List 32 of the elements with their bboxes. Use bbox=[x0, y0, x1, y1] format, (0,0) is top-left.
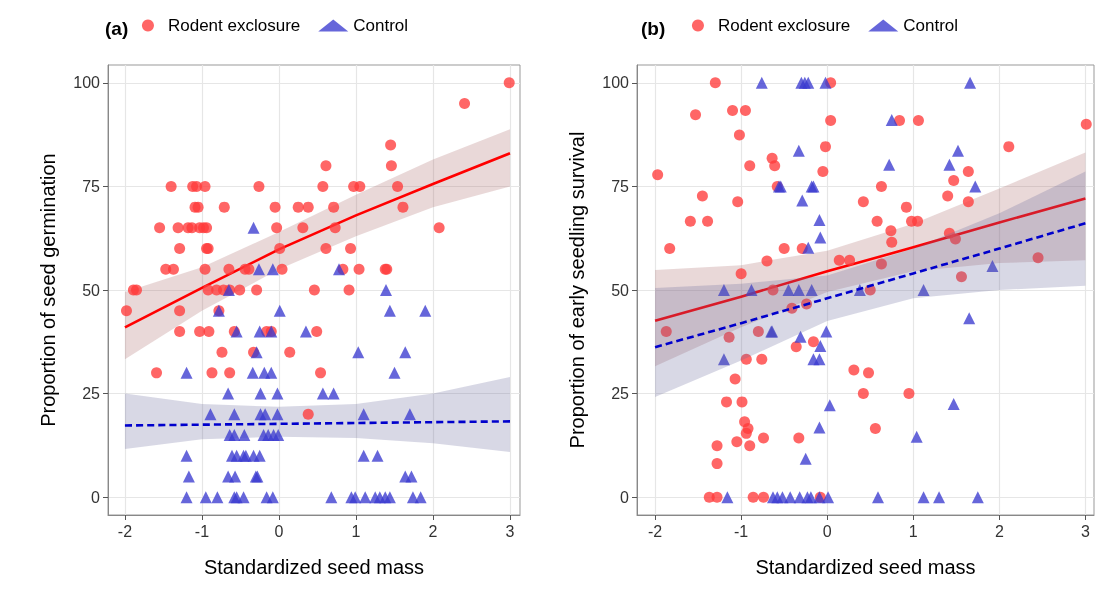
y-tick-label: 100 bbox=[73, 74, 101, 92]
y-tick-label: 100 bbox=[602, 74, 630, 92]
x-tick-label: 3 bbox=[505, 522, 515, 540]
y-tick-label: 25 bbox=[611, 385, 630, 403]
y-axis-title: Proportion of early seedling survival bbox=[566, 131, 588, 449]
chart-title: (a) bbox=[105, 18, 129, 39]
y-axis-title: Proportion of seed germination bbox=[37, 153, 59, 427]
x-tick-label: -2 bbox=[117, 522, 133, 540]
y-tick-label: 0 bbox=[91, 488, 101, 506]
y-tick-label: 75 bbox=[82, 177, 101, 195]
chart-title: (b) bbox=[641, 18, 666, 39]
y-tick-label: 50 bbox=[611, 281, 630, 299]
y-tick-label: 50 bbox=[82, 281, 101, 299]
legend-label: Rodent exclosure bbox=[167, 16, 301, 35]
x-tick-label: -1 bbox=[734, 522, 749, 540]
x-tick-label: 2 bbox=[994, 522, 1004, 540]
x-tick-label: 2 bbox=[428, 522, 438, 540]
x-axis-title: Standardized seed mass bbox=[203, 556, 425, 578]
legend-label: Rodent exclosure bbox=[717, 16, 851, 35]
x-tick-label: 3 bbox=[1080, 522, 1090, 540]
x-axis-title: Standardized seed mass bbox=[755, 556, 976, 578]
x-tick-label: 1 bbox=[351, 522, 361, 540]
x-tick-label: 0 bbox=[274, 522, 284, 540]
y-tick-label: 25 bbox=[82, 385, 101, 403]
x-tick-label: 0 bbox=[822, 522, 832, 540]
x-tick-label: -2 bbox=[647, 522, 663, 540]
y-tick-label: 0 bbox=[620, 488, 630, 506]
legend-label: Control bbox=[903, 16, 959, 35]
x-tick-label: -1 bbox=[194, 522, 210, 540]
legend-label: Control bbox=[353, 16, 409, 35]
x-tick-label: 1 bbox=[908, 522, 918, 540]
y-tick-label: 75 bbox=[611, 177, 630, 195]
